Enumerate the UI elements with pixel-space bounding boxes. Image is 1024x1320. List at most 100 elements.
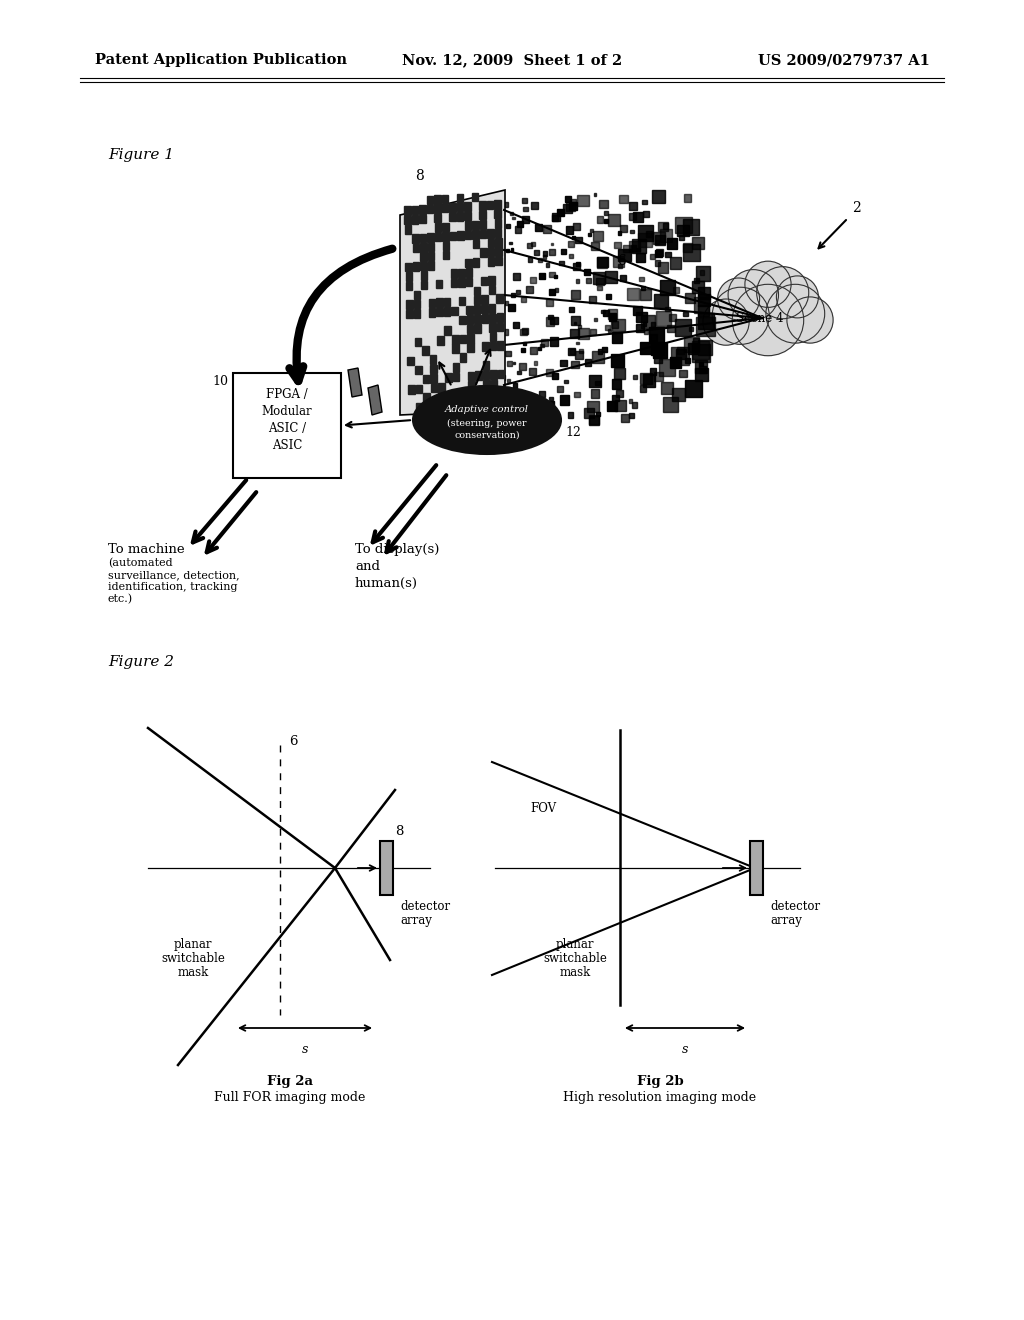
Bar <box>568 348 574 355</box>
Bar <box>639 277 643 281</box>
Bar <box>483 380 489 388</box>
Bar <box>564 380 567 383</box>
Bar <box>684 194 691 202</box>
Text: (steering, power: (steering, power <box>447 418 526 428</box>
Bar <box>640 374 651 384</box>
Bar <box>461 391 467 400</box>
Text: 8: 8 <box>395 825 403 838</box>
Bar <box>554 275 557 279</box>
Bar <box>589 416 599 425</box>
Bar <box>643 211 649 216</box>
Bar <box>577 342 580 345</box>
Bar <box>406 272 412 281</box>
Text: Patent Application Publication: Patent Application Publication <box>95 53 347 67</box>
Bar <box>527 257 532 261</box>
Bar <box>434 223 441 232</box>
Bar <box>605 325 610 330</box>
Bar <box>604 219 608 223</box>
Text: Adaptive control: Adaptive control <box>445 405 529 414</box>
Bar <box>523 206 527 211</box>
Bar <box>423 393 430 401</box>
Bar <box>629 413 634 418</box>
Text: ASIC: ASIC <box>271 440 302 451</box>
Bar <box>543 255 547 259</box>
Bar <box>443 298 451 306</box>
Bar <box>413 243 419 252</box>
Circle shape <box>776 276 818 318</box>
Bar <box>420 252 427 261</box>
Bar <box>443 308 451 315</box>
Bar <box>572 223 580 230</box>
Bar <box>654 355 662 363</box>
Bar <box>547 300 553 306</box>
Bar <box>585 359 592 366</box>
Bar <box>460 334 466 343</box>
Bar <box>466 268 472 277</box>
Bar <box>495 228 502 238</box>
Bar <box>450 203 456 213</box>
Bar <box>415 338 421 346</box>
Text: mask: mask <box>559 966 591 979</box>
Text: human(s): human(s) <box>355 577 418 590</box>
Bar <box>515 226 521 232</box>
Bar <box>438 392 444 401</box>
Bar <box>474 296 480 305</box>
Bar <box>629 202 637 210</box>
Bar <box>429 309 435 317</box>
Bar <box>569 306 573 312</box>
Bar <box>641 314 654 327</box>
Bar <box>490 380 497 388</box>
Bar <box>421 271 427 280</box>
Bar <box>612 379 622 388</box>
Bar <box>670 257 681 268</box>
Bar <box>466 306 473 314</box>
Bar <box>420 215 426 223</box>
Bar <box>543 224 551 234</box>
Text: 12: 12 <box>565 425 581 438</box>
Bar <box>482 371 489 379</box>
Bar <box>546 263 549 267</box>
Bar <box>550 272 555 277</box>
Text: Modular: Modular <box>262 405 312 418</box>
Bar <box>506 224 510 227</box>
Bar <box>532 400 538 405</box>
Text: Fig 2b: Fig 2b <box>637 1074 683 1088</box>
Bar <box>407 310 413 318</box>
Bar <box>643 375 655 387</box>
Bar <box>569 199 575 206</box>
Bar <box>676 216 691 234</box>
Bar <box>539 259 542 261</box>
Bar <box>467 343 474 352</box>
Bar <box>578 325 581 327</box>
Bar <box>490 389 498 397</box>
Bar <box>584 408 594 418</box>
Bar <box>594 193 596 195</box>
Bar <box>650 334 657 341</box>
Bar <box>630 230 634 234</box>
Bar <box>507 362 512 366</box>
Bar <box>419 206 426 214</box>
Bar <box>604 211 608 215</box>
Bar <box>467 315 473 323</box>
Bar <box>546 370 553 376</box>
Bar <box>522 216 529 223</box>
Bar <box>580 350 583 352</box>
Bar <box>481 277 487 285</box>
Text: detector: detector <box>400 900 451 913</box>
Bar <box>430 355 436 364</box>
Bar <box>423 375 429 383</box>
Bar <box>513 383 517 388</box>
Bar <box>476 389 482 399</box>
Bar <box>672 347 689 364</box>
Bar <box>550 338 558 346</box>
Bar <box>482 362 489 370</box>
Bar <box>584 269 590 275</box>
Bar <box>655 249 663 257</box>
Bar <box>594 318 597 321</box>
Bar <box>557 209 564 216</box>
Bar <box>640 342 652 354</box>
Bar <box>683 312 688 317</box>
Bar <box>696 267 711 281</box>
Text: (automated: (automated <box>108 558 173 569</box>
Bar <box>567 412 573 418</box>
